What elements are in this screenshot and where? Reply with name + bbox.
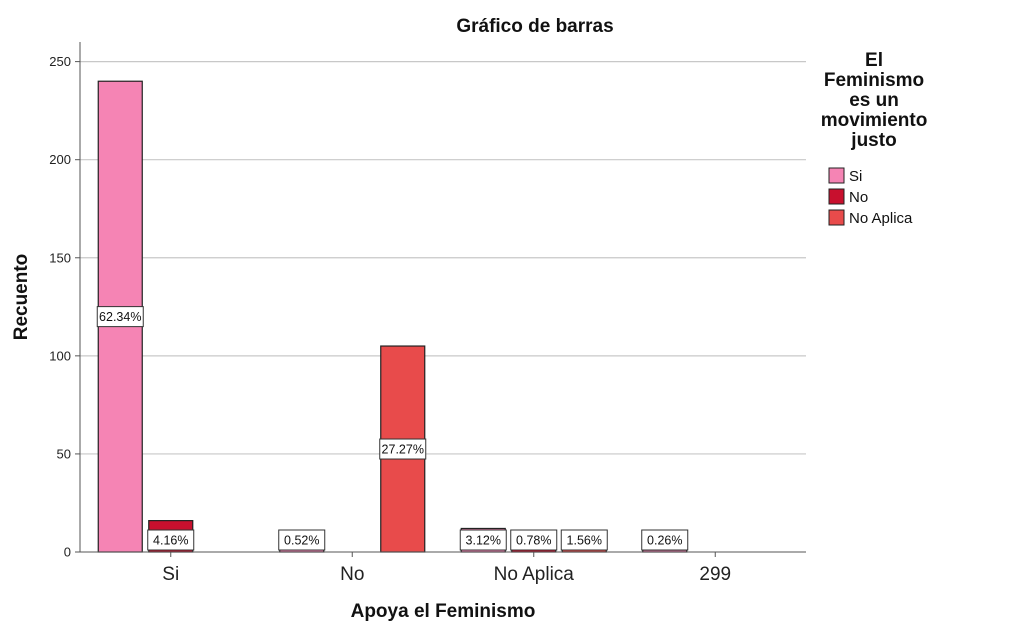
y-tick-label: 200 [49,152,71,167]
x-category-label: No [340,564,364,585]
y-tick-label: 150 [49,250,71,265]
legend-title: es un [849,90,899,111]
data-label-text: 0.26% [647,534,682,548]
y-tick-label: 0 [64,545,71,560]
bars [97,80,688,553]
data-label: 1.56% [560,529,608,551]
data-label-box [459,529,507,551]
chart-title: Gráfico de barras [456,16,613,37]
y-axis-title: Recuento [11,254,32,341]
data-label-text: 0.78% [516,534,551,548]
data-label: 62.34% [96,306,144,328]
data-label-box [510,529,558,551]
data-label: 0.26% [641,529,689,551]
x-category-label: Si [162,564,179,585]
data-label-box [641,529,689,551]
legend-label: No Aplica [849,210,913,227]
data-labels: 62.34% 0.52% 3.12% 0.26% 4.16% 0.78% 27.27% 1.5… [96,306,689,551]
legend-title: movimiento [821,110,928,131]
legend-swatch-No Aplica [828,209,845,226]
data-label-text: 4.16% [153,534,188,548]
data-label-box [379,438,427,460]
data-label-text: 62.34% [99,310,141,324]
data-label-text: 1.56% [567,534,602,548]
data-label-text: 3.12% [466,534,501,548]
data-label: 0.52% [278,529,326,551]
data-label: 3.12% [459,529,507,551]
legend-title: justo [850,130,896,151]
legend-title: El [865,50,883,71]
data-label-box [560,529,608,551]
data-label-box [147,529,195,551]
data-label-text: 27.27% [382,443,424,457]
y-axis-ticks: 0 50 100 150 200 250 [49,54,80,560]
x-axis-categories: Si No No Aplica 299 [162,552,731,585]
legend-swatch-No [828,188,845,205]
data-label-box [96,306,144,328]
legend-label: No [849,189,868,206]
grid-lines [80,61,806,455]
legend-swatch-Si [828,167,845,184]
y-tick-label: 250 [49,54,71,69]
x-axis-title: Apoya el Feminismo [351,601,536,622]
y-tick-label: 100 [49,348,71,363]
data-label: 27.27% [379,438,427,460]
x-category-label: 299 [699,564,731,585]
x-category-label: No Aplica [494,564,575,585]
data-label-text: 0.52% [284,534,319,548]
legend-title: Feminismo [824,70,924,91]
data-label: 4.16% [147,529,195,551]
data-label: 0.78% [510,529,558,551]
legend-label: Si [849,168,862,185]
data-label-box [278,529,326,551]
y-tick-label: 50 [57,446,71,461]
